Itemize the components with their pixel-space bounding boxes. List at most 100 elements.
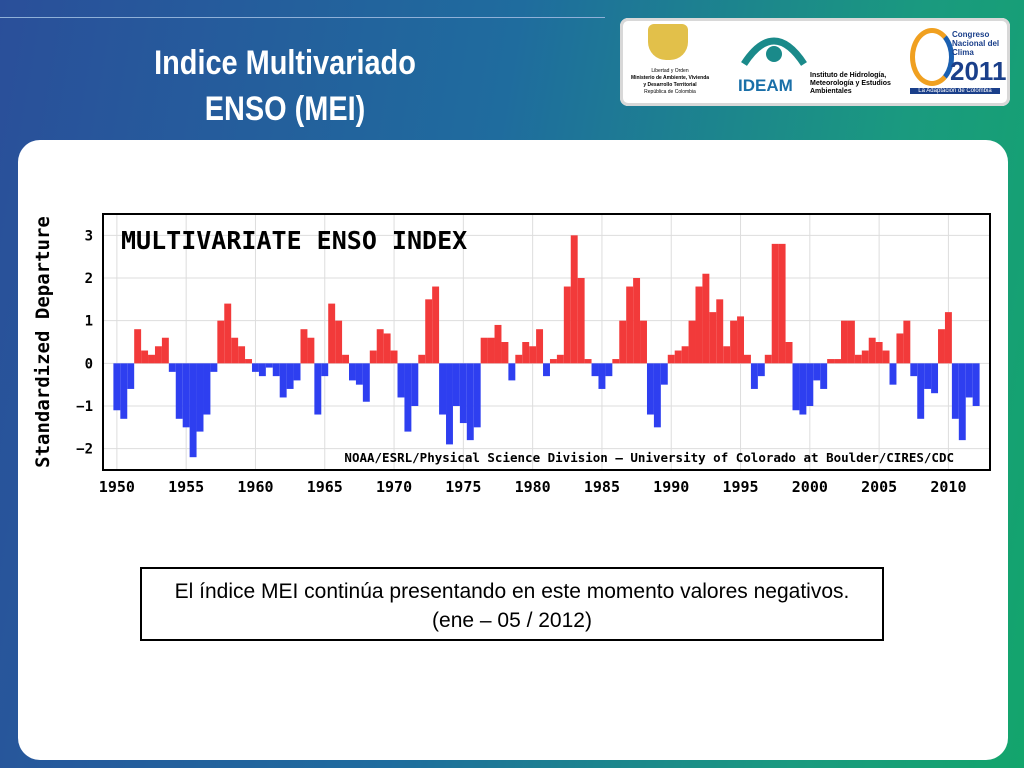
bar [328,303,336,364]
x-tick-label: 1970 [376,478,412,496]
bar [189,363,197,458]
bar [342,354,350,364]
bar [681,346,689,364]
bar [494,324,502,364]
x-tick-label: 1955 [168,478,204,496]
chart-title: MULTIVARIATE ENSO INDEX [121,226,467,255]
bar [903,320,911,364]
bar [314,363,322,415]
bar [466,363,474,441]
bar [418,354,426,364]
title-line: Indice Multivariado [154,44,416,82]
plot-frame [102,213,991,471]
bar [543,363,550,377]
bar [480,337,488,364]
bar [231,337,239,364]
bar [695,286,703,364]
bar [120,363,128,419]
bar [127,363,135,389]
bar [515,354,523,364]
bar [598,363,606,389]
y-tick-label: 0 [85,356,93,372]
bar [702,273,710,364]
bar [764,354,772,364]
bar [743,354,751,364]
bar [799,363,807,415]
bar [536,329,544,364]
bar [896,333,904,364]
logo-text: Ministerio de Ambiente, Vivienda y Desar… [630,75,710,88]
bar [404,363,412,432]
logo-text: Libertad y Orden [651,68,689,74]
bar [148,354,155,364]
bar [154,346,162,364]
bar [723,346,731,364]
bar [646,363,654,415]
slide-title: Indice Multivariado ENSO (MEI) [128,40,443,132]
bar [750,363,758,389]
bar [910,363,918,377]
bar [612,359,620,364]
bar [293,363,301,381]
bar [279,363,287,398]
bar [924,363,932,389]
ideam-icon [741,37,807,66]
bar [522,342,530,364]
x-tick-label: 2010 [930,478,966,496]
bar [570,235,578,364]
bar [577,278,585,364]
y-tick-label: 2 [85,271,93,287]
bar [182,363,190,428]
bar [660,363,668,385]
bar [508,363,516,381]
bar [549,359,557,364]
bar [785,342,793,364]
bar [778,243,786,364]
bar [286,363,294,389]
x-tick-label: 1995 [722,478,758,496]
bar [425,299,433,364]
bar [203,363,211,415]
bar [452,363,460,406]
y-axis-label: Standardized Departure [32,216,54,468]
bar [383,333,391,364]
y-tick-label: 3 [85,228,93,244]
coat-of-arms [648,24,688,60]
bar [446,363,453,445]
bar [397,363,405,398]
bar [432,286,440,364]
bar [307,337,315,364]
bar [161,337,169,364]
congress-icon [910,28,954,86]
bar [771,243,779,364]
chart: −2 −1 0 1 2 3 1950 1955 1960 1965 1970 1975 1980 1985… [32,213,991,496]
bar [141,350,149,364]
x-tick-label: 1980 [515,478,551,496]
bar [757,363,765,377]
bar [258,363,266,377]
bar [841,320,848,364]
bar [938,329,945,364]
bar [300,329,308,364]
bar [473,363,481,428]
x-tick-label: 1990 [653,478,689,496]
congress-motto: La Adaptación de Colombia [910,88,1000,94]
bar [931,363,939,394]
bar [730,320,738,364]
bar [459,363,467,424]
x-tick-label: 1975 [445,478,481,496]
bar [640,320,647,364]
bar [792,363,800,411]
ideam-name: IDEAM [738,76,793,95]
bar [487,337,495,364]
bar [134,329,142,364]
bar [584,359,592,364]
bar [674,350,682,364]
bar [667,354,675,364]
bar [251,363,259,372]
bar [196,363,204,432]
x-tick-label: 2005 [861,478,897,496]
y-tick-label: −2 [76,442,93,458]
divider [0,17,605,18]
congress-year: 2011 [950,56,1007,86]
